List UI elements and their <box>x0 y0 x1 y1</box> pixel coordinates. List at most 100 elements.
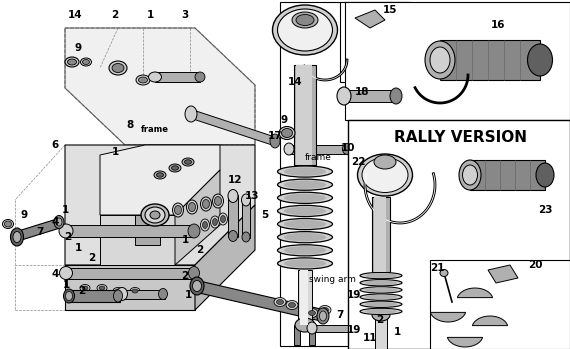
Bar <box>65 268 195 279</box>
Ellipse shape <box>80 58 92 66</box>
Ellipse shape <box>365 280 397 285</box>
Text: 1: 1 <box>62 280 70 290</box>
Ellipse shape <box>372 309 390 321</box>
Text: 19: 19 <box>347 325 361 335</box>
Ellipse shape <box>195 72 205 82</box>
Ellipse shape <box>307 322 317 334</box>
Ellipse shape <box>172 166 178 170</box>
Text: frame: frame <box>141 126 169 134</box>
Bar <box>288 145 348 154</box>
Bar <box>345 2 570 120</box>
Polygon shape <box>195 205 255 310</box>
Ellipse shape <box>365 309 397 314</box>
Bar <box>300 270 308 325</box>
Text: 13: 13 <box>245 191 259 201</box>
Ellipse shape <box>82 286 88 290</box>
Text: 2: 2 <box>197 245 203 255</box>
Ellipse shape <box>186 200 197 214</box>
Ellipse shape <box>150 211 160 219</box>
Text: 7: 7 <box>36 227 44 237</box>
Ellipse shape <box>343 143 352 155</box>
Bar <box>242 200 250 238</box>
Text: swing arm: swing arm <box>308 275 356 284</box>
Ellipse shape <box>274 297 286 306</box>
Ellipse shape <box>13 231 21 243</box>
Ellipse shape <box>112 64 124 73</box>
Ellipse shape <box>83 59 89 65</box>
Text: 2: 2 <box>79 286 86 296</box>
Ellipse shape <box>292 12 318 28</box>
Ellipse shape <box>65 57 79 67</box>
Ellipse shape <box>185 106 197 122</box>
Ellipse shape <box>229 230 238 242</box>
Polygon shape <box>65 28 255 145</box>
Ellipse shape <box>189 202 196 211</box>
Text: 19: 19 <box>347 290 361 300</box>
Text: 16: 16 <box>491 20 505 30</box>
Ellipse shape <box>430 47 450 73</box>
Ellipse shape <box>319 305 331 314</box>
Ellipse shape <box>189 267 200 280</box>
Ellipse shape <box>527 44 552 76</box>
Ellipse shape <box>185 160 192 164</box>
Text: 2: 2 <box>181 271 189 281</box>
Bar <box>228 195 238 237</box>
Ellipse shape <box>213 194 223 208</box>
Ellipse shape <box>368 322 377 334</box>
Bar <box>310 325 375 332</box>
Bar <box>374 197 386 272</box>
Ellipse shape <box>201 219 210 231</box>
Text: 9: 9 <box>75 43 82 53</box>
Ellipse shape <box>278 232 332 243</box>
Polygon shape <box>67 290 120 302</box>
Bar <box>440 40 540 80</box>
Ellipse shape <box>390 88 402 104</box>
Ellipse shape <box>10 228 23 246</box>
Text: 11: 11 <box>363 333 377 343</box>
Bar <box>120 290 165 299</box>
Polygon shape <box>100 215 175 265</box>
Ellipse shape <box>286 300 298 310</box>
Text: 20: 20 <box>528 260 542 270</box>
Text: RALLY VERSION: RALLY VERSION <box>393 131 527 146</box>
Bar <box>65 225 195 237</box>
Ellipse shape <box>149 72 161 82</box>
Text: 23: 23 <box>538 205 552 215</box>
Polygon shape <box>457 288 492 298</box>
Text: 12: 12 <box>228 175 242 185</box>
Bar <box>372 197 390 272</box>
Ellipse shape <box>130 288 140 295</box>
Bar <box>340 2 410 82</box>
Text: frame: frame <box>304 153 331 162</box>
Text: 15: 15 <box>382 5 397 15</box>
Bar <box>343 90 398 102</box>
Ellipse shape <box>2 220 14 229</box>
Ellipse shape <box>202 222 207 229</box>
Ellipse shape <box>374 155 396 169</box>
Ellipse shape <box>360 280 402 286</box>
Ellipse shape <box>360 273 402 279</box>
Ellipse shape <box>284 207 326 215</box>
Ellipse shape <box>132 289 138 293</box>
Ellipse shape <box>284 143 294 155</box>
Bar <box>375 315 387 349</box>
Ellipse shape <box>99 286 105 290</box>
Ellipse shape <box>288 303 295 307</box>
Ellipse shape <box>284 233 326 242</box>
Ellipse shape <box>357 154 413 196</box>
Ellipse shape <box>5 221 11 227</box>
Polygon shape <box>15 218 60 242</box>
Text: 2: 2 <box>111 10 119 20</box>
Bar <box>294 65 316 165</box>
Ellipse shape <box>284 246 326 254</box>
Ellipse shape <box>362 157 408 193</box>
Polygon shape <box>195 280 325 322</box>
Ellipse shape <box>174 206 181 215</box>
Text: 1: 1 <box>74 243 82 253</box>
Ellipse shape <box>63 289 75 303</box>
Ellipse shape <box>218 213 227 225</box>
Ellipse shape <box>193 281 202 291</box>
Ellipse shape <box>173 203 184 217</box>
Ellipse shape <box>321 307 328 312</box>
Text: 4: 4 <box>51 269 59 279</box>
